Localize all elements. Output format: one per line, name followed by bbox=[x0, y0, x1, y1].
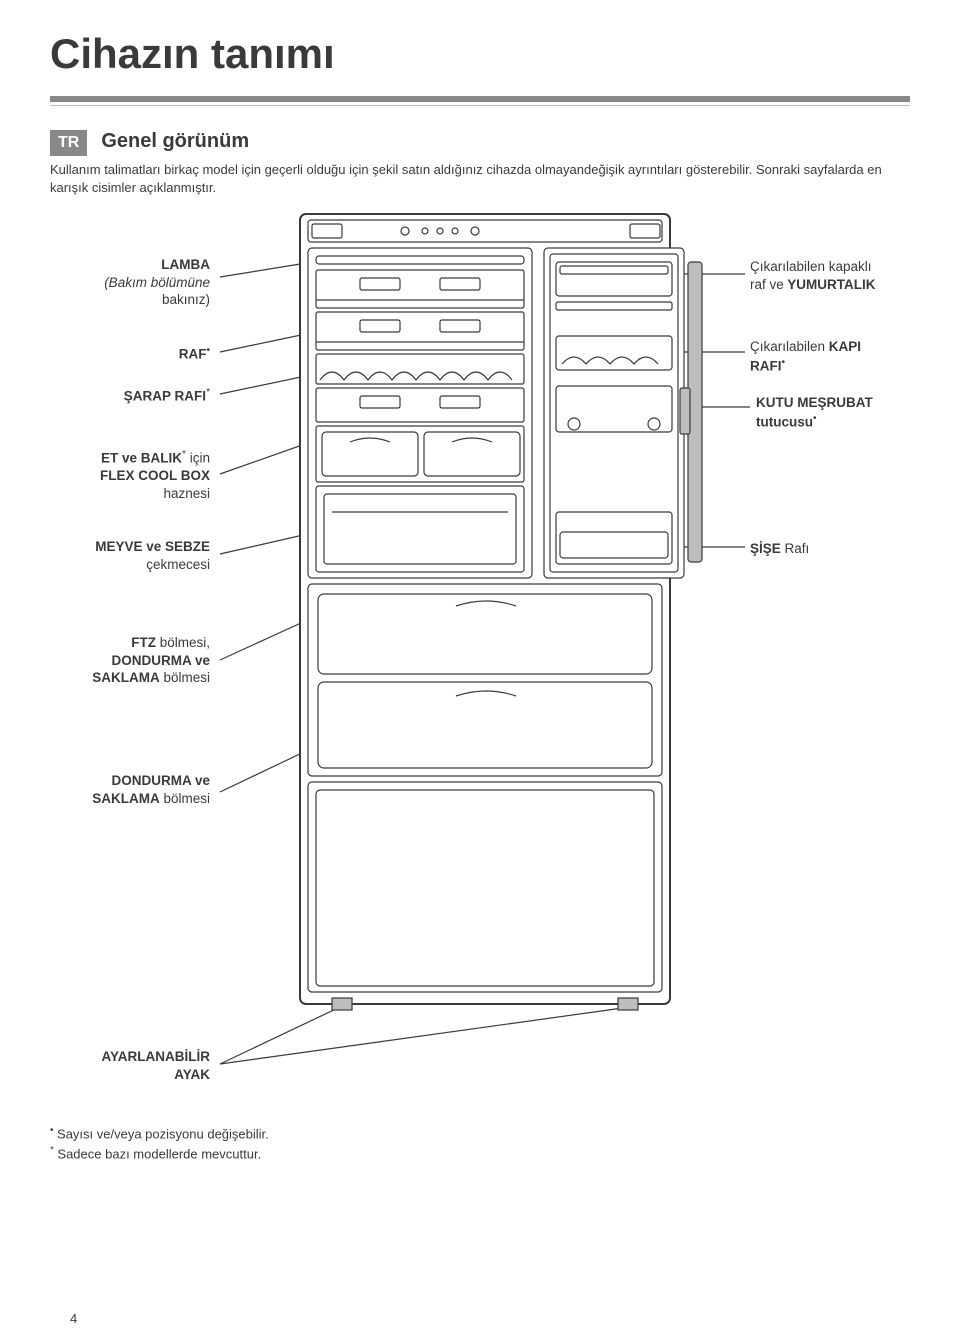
label-sise: ŞİŞE Rafı bbox=[750, 540, 950, 558]
title-underline bbox=[50, 96, 910, 106]
label-dondurma: DONDURMA ve SAKLAMA bölmesi bbox=[50, 772, 210, 807]
intro-block: TR Genel görünüm Kullanım talimatları bi… bbox=[50, 130, 910, 196]
page-title: Cihazın tanımı bbox=[50, 30, 910, 78]
intro-paragraph: Kullanım talimatları birkaç model için g… bbox=[50, 161, 910, 196]
label-sarap: ŞARAP RAFI* bbox=[50, 386, 210, 405]
footnotes: • Sayısı ve/veya pozisyonu değişebilir. … bbox=[50, 1124, 269, 1164]
subtitle: Genel görünüm bbox=[50, 130, 910, 153]
bullet-icon: • bbox=[782, 357, 786, 368]
star-icon: * bbox=[206, 387, 210, 398]
appliance-diagram: LAMBA (Bakım bölümüne bakınız) RAF• ŞARA… bbox=[50, 212, 910, 1172]
label-kutu: KUTU MEŞRUBAT tutucusu• bbox=[756, 394, 956, 431]
lang-tag: TR bbox=[50, 130, 87, 156]
label-kapi: Çıkarılabilen KAPI RAFI• bbox=[750, 338, 950, 375]
label-lamba: LAMBA (Bakım bölümüne bakınız) bbox=[50, 256, 210, 309]
page-number: 4 bbox=[70, 1311, 77, 1326]
label-kapakli: Çıkarılabilen kapaklı raf ve YUMURTALIK bbox=[750, 258, 950, 293]
bullet-icon: • bbox=[813, 413, 817, 424]
label-etbalik: ET ve BALIK* için FLEX COOL BOX haznesi bbox=[50, 448, 210, 502]
label-ftz: FTZ bölmesi, DONDURMA ve SAKLAMA bölmesi bbox=[50, 634, 210, 687]
bullet-icon: • bbox=[206, 345, 210, 356]
label-meyve: MEYVE ve SEBZE çekmecesi bbox=[50, 538, 210, 573]
label-raf: RAF• bbox=[50, 344, 210, 363]
label-ayak: AYARLANABİLİR AYAK bbox=[50, 1048, 210, 1083]
